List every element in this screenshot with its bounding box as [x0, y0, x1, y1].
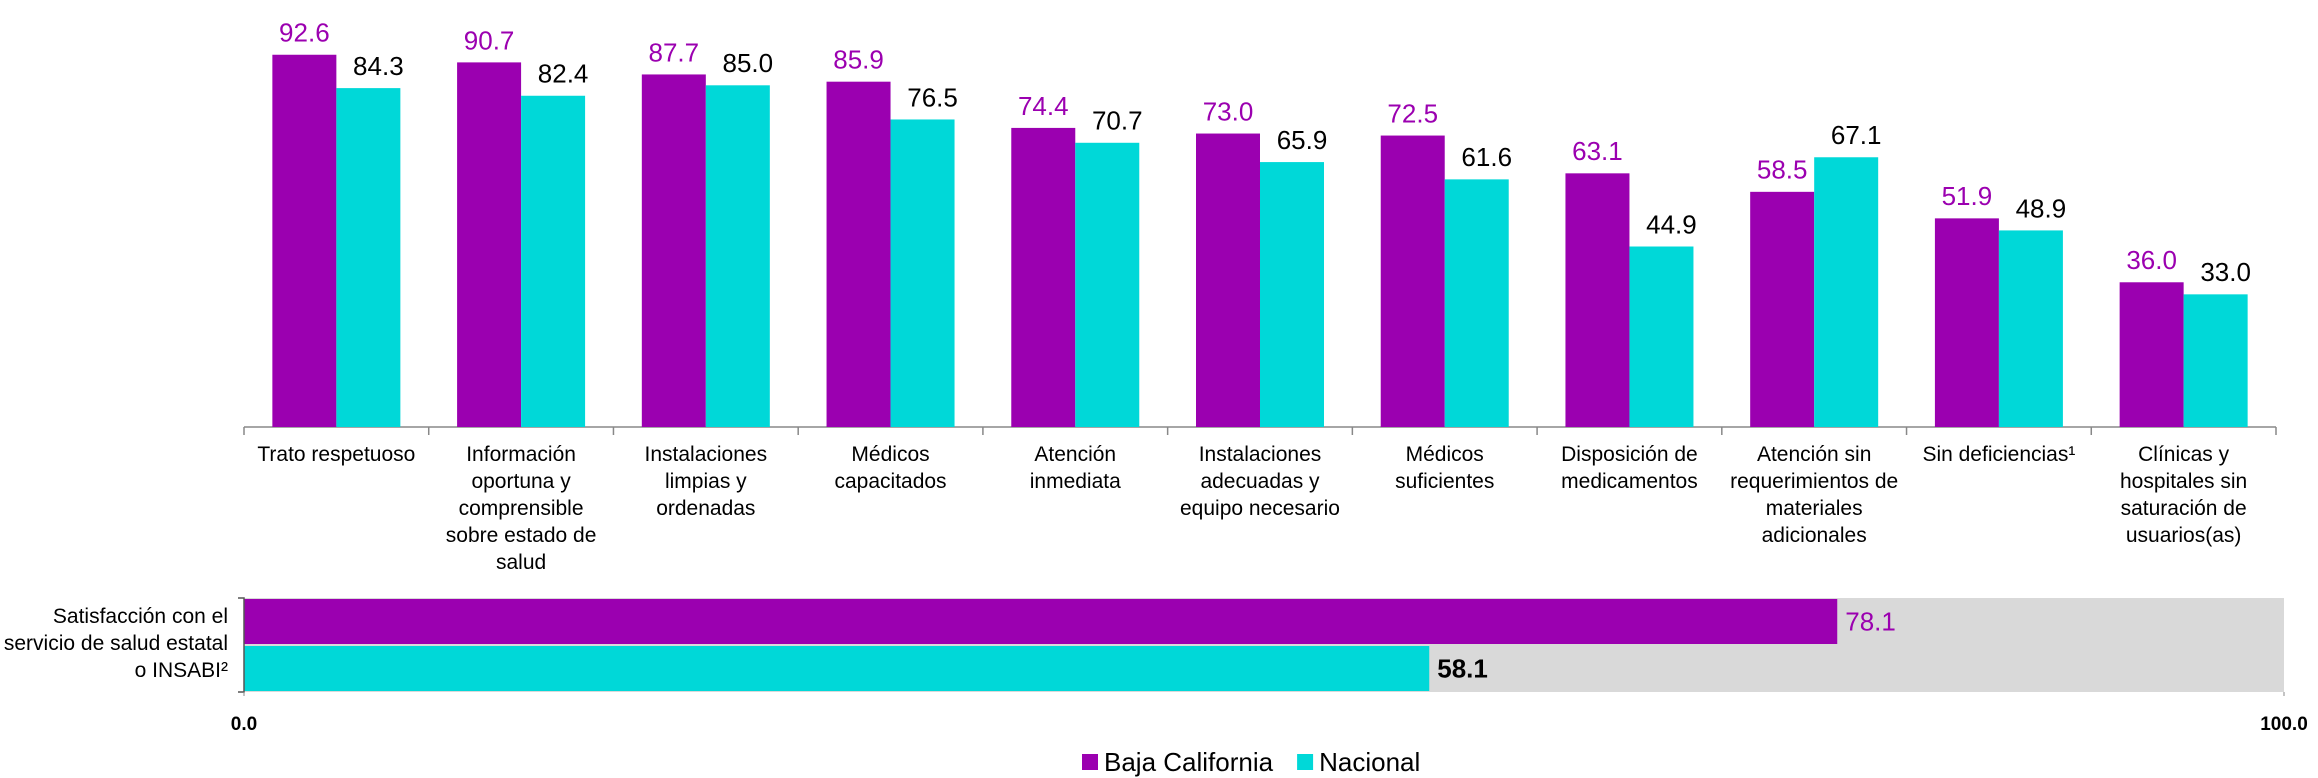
x-tick-label: Atención sin requerimientos de materiale… — [1730, 443, 1899, 547]
bar — [1075, 142, 1140, 427]
x-tick-label: 100.0 — [2260, 714, 2308, 735]
bar — [1998, 230, 2063, 427]
x-tick-label: Clínicas y hospitales sin saturación de … — [2120, 443, 2248, 547]
value-label: 92.6 — [279, 18, 330, 48]
x-tick-label: Instalaciones adecuadas y equipo necesar… — [1180, 443, 1340, 520]
value-label: 44.9 — [1646, 209, 1697, 239]
x-tick-label: 0.0 — [231, 714, 257, 735]
value-label: 36.0 — [2126, 245, 2177, 275]
bar — [244, 599, 1838, 644]
bar — [2183, 294, 2248, 427]
value-label: 85.9 — [833, 45, 884, 75]
bar — [1444, 179, 1509, 427]
bar — [705, 85, 770, 428]
x-tick-label: Disposición de medicamentos — [1561, 443, 1698, 493]
bar — [521, 95, 586, 427]
value-label: 72.5 — [1387, 98, 1438, 128]
value-label: 63.1 — [1572, 136, 1623, 166]
legend-swatch — [1082, 754, 1098, 770]
bar — [336, 88, 401, 427]
value-label: 33.0 — [2200, 257, 2251, 287]
value-label: 76.5 — [907, 82, 958, 112]
value-label: 90.7 — [464, 25, 515, 55]
bar — [641, 74, 706, 428]
bar — [1629, 246, 1694, 427]
value-label: 65.9 — [1277, 125, 1328, 155]
bar — [1196, 133, 1260, 428]
y-tick-label: Satisfacción con el servicio de salud es… — [3, 605, 228, 682]
value-label: 74.4 — [1018, 91, 1069, 121]
x-tick-label: Sin deficiencias¹ — [1922, 443, 2076, 466]
legend-label: Baja California — [1104, 747, 1274, 777]
value-label: 78.1 — [1845, 606, 1896, 636]
value-label: 67.1 — [1831, 120, 1882, 150]
x-tick-label: Médicos capacitados — [834, 443, 947, 493]
value-label: 87.7 — [649, 37, 700, 67]
value-label: 82.4 — [538, 59, 589, 89]
bar — [1260, 162, 1324, 427]
value-label: 85.0 — [723, 48, 774, 78]
bar — [244, 646, 1430, 691]
y-axis — [238, 597, 245, 693]
value-label: 61.6 — [1461, 142, 1512, 172]
bar — [1750, 191, 1815, 427]
legend-label: Nacional — [1319, 747, 1420, 777]
bar — [826, 81, 891, 427]
bar — [457, 62, 522, 428]
value-label: 51.9 — [1942, 181, 1993, 211]
x-tick-label: Atención inmediata — [1029, 443, 1121, 493]
value-label: 84.3 — [353, 51, 404, 81]
bar — [1380, 135, 1445, 428]
value-label: 73.0 — [1203, 96, 1254, 126]
bar — [1011, 127, 1076, 428]
x-tick-label: Información oportuna y comprensible sobr… — [445, 443, 597, 574]
x-tick-label: Trato respetuoso — [257, 443, 416, 466]
bar — [1934, 218, 1999, 427]
x-tick-label: Instalaciones limpias y ordenadas — [644, 443, 768, 520]
bar — [2119, 282, 2184, 427]
x-tick-label: Médicos suficientes — [1395, 443, 1495, 493]
bar — [1814, 157, 1879, 427]
value-label: 58.1 — [1437, 653, 1488, 683]
bar — [1565, 173, 1630, 427]
value-label: 58.5 — [1757, 155, 1808, 185]
value-label: 70.7 — [1092, 106, 1143, 136]
legend-swatch — [1297, 754, 1314, 770]
value-label: 48.9 — [2016, 193, 2067, 223]
bar — [890, 119, 955, 427]
bar — [272, 54, 337, 428]
